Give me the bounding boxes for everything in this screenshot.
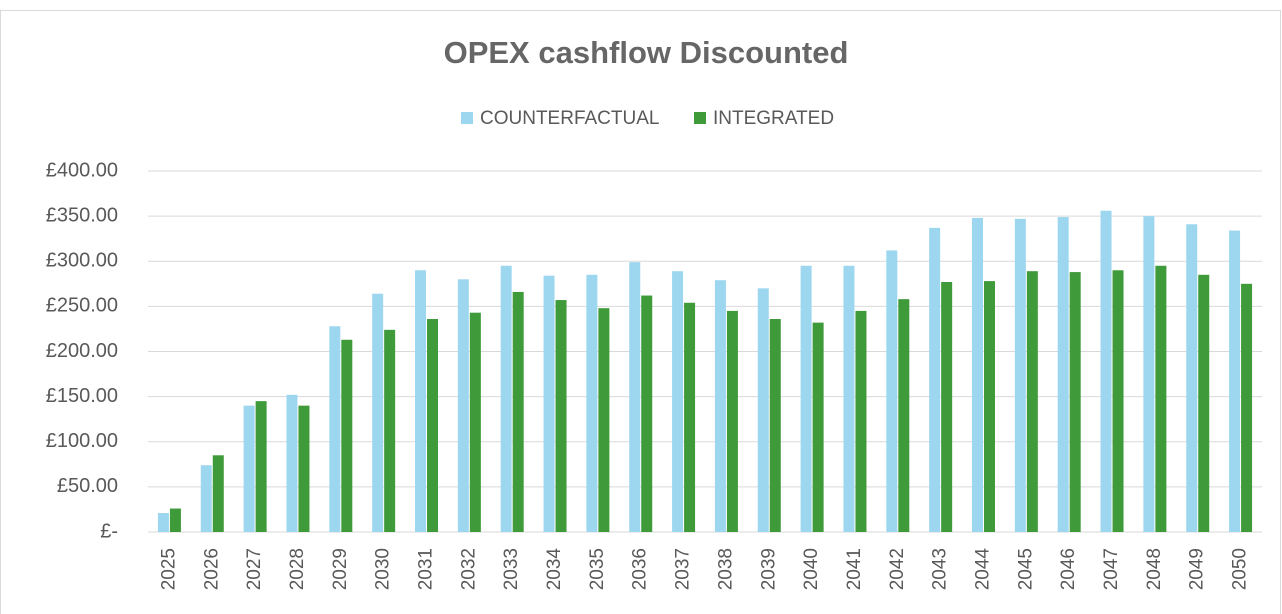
y-tick-label: £- [100,520,118,542]
bar [512,291,524,532]
bar [714,280,726,532]
legend-swatch [694,112,706,124]
bar [855,310,867,532]
x-tick-label: 2036 [630,548,651,590]
bar [384,329,396,532]
bar [1155,265,1167,532]
bar [1069,272,1081,532]
bar [598,308,610,532]
bar [1014,218,1026,532]
x-tick-label: 2033 [501,548,522,590]
y-tick-label: £250.00 [46,295,118,317]
bar [629,262,641,532]
x-tick-label: 2037 [673,548,694,590]
bar [586,274,598,532]
bar [672,271,684,532]
bar [255,401,267,532]
bar [555,300,567,532]
bar [243,405,255,532]
bar [212,455,224,532]
x-tick-label: 2041 [844,548,865,590]
bar [543,275,555,532]
x-tick-label: 2049 [1187,548,1208,590]
bar [726,310,738,532]
x-tick-label: 2034 [544,548,565,591]
legend-label: COUNTERFACTUAL [480,108,659,129]
x-tick-label: 2039 [758,548,779,590]
bar [372,293,384,532]
x-tick-label: 2043 [930,548,951,590]
chart-border [0,10,1281,614]
y-tick-label: £200.00 [46,340,118,362]
x-tick-label: 2046 [1058,548,1079,590]
bar [1198,274,1210,532]
bar [341,339,353,532]
bar [169,508,181,532]
x-tick-label: 2045 [1015,548,1036,590]
bar [898,299,910,532]
y-tick-label: £300.00 [46,250,118,272]
x-tick-label: 2032 [458,548,479,590]
bar [984,281,995,532]
bar [929,227,941,533]
bar [843,265,855,532]
x-tick-label: 2025 [158,548,179,590]
bar [500,265,512,532]
y-tick-label: £100.00 [46,430,118,452]
bar [812,322,824,532]
x-tick-label: 2048 [1144,548,1165,590]
x-tick-label: 2038 [715,548,736,590]
chart-title: OPEX cashflow Discounted [444,35,849,70]
bar [157,513,169,532]
bar [972,217,983,532]
bar [1057,217,1069,532]
bar [1229,230,1241,532]
bar [757,288,769,532]
bar [684,302,696,532]
bar [1143,216,1155,532]
bar [800,265,812,532]
bar [427,319,438,532]
bar [886,250,898,533]
x-tick-label: 2026 [201,548,222,590]
bar [1100,210,1112,532]
bar [1112,270,1124,532]
bar [469,312,481,532]
bar [200,465,212,532]
y-tick-label: £50.00 [57,475,118,497]
x-tick-label: 2050 [1230,548,1251,590]
x-tick-label: 2030 [373,548,394,590]
x-tick-label: 2035 [587,548,608,590]
bar [457,279,469,532]
bar [329,326,341,532]
bar [941,282,953,532]
bar [1186,224,1198,532]
x-tick-label: 2047 [1101,548,1122,590]
bar [641,295,653,532]
x-tick-label: 2040 [801,548,822,590]
x-tick-label: 2027 [244,548,265,590]
x-tick-label: 2028 [287,548,308,590]
x-tick-label: 2031 [416,548,437,590]
legend-swatch [461,112,473,124]
bar [415,270,426,532]
bar [1026,271,1038,532]
y-tick-label: £350.00 [46,204,118,226]
x-tick-label: 2044 [973,548,994,591]
bar [1241,283,1253,532]
legend-label: INTEGRATED [713,108,834,129]
bar [769,319,781,532]
y-tick-label: £150.00 [46,385,118,407]
y-tick-label: £400.00 [46,159,118,181]
bar [286,394,298,532]
x-tick-label: 2029 [330,548,351,590]
x-tick-label: 2042 [887,548,908,590]
bar [298,405,310,532]
